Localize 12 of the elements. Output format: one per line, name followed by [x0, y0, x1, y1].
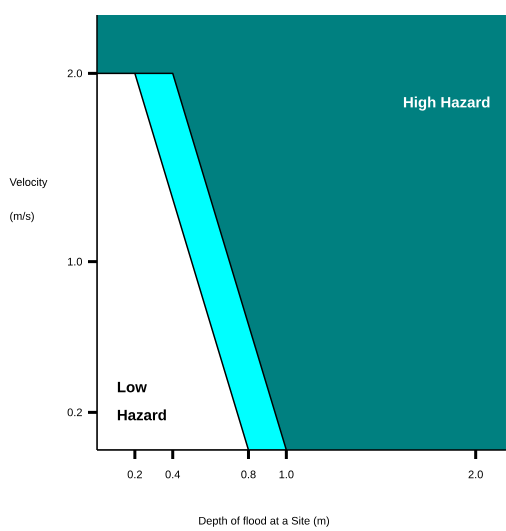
x-tick-label: 0.2 [128, 470, 142, 478]
x-tick-label: 0.4 [166, 470, 180, 478]
y-tick-label: 1.0 [68, 258, 82, 266]
series-label: Low Hazard [118, 382, 166, 420]
y-tick-label: 2.0 [68, 69, 82, 78]
x-tick-label: 1.0 [280, 470, 294, 478]
text: Velocity (m/s) [10, 178, 48, 222]
x-tick-label: 2.0 [468, 470, 483, 478]
y-tick-label: 0.2 [68, 408, 82, 416]
x-axis-title: Depth of flood at a Site (m) [199, 516, 330, 527]
x-tick-label: 0.8 [241, 470, 256, 478]
band-label: High Hazard [404, 96, 490, 111]
